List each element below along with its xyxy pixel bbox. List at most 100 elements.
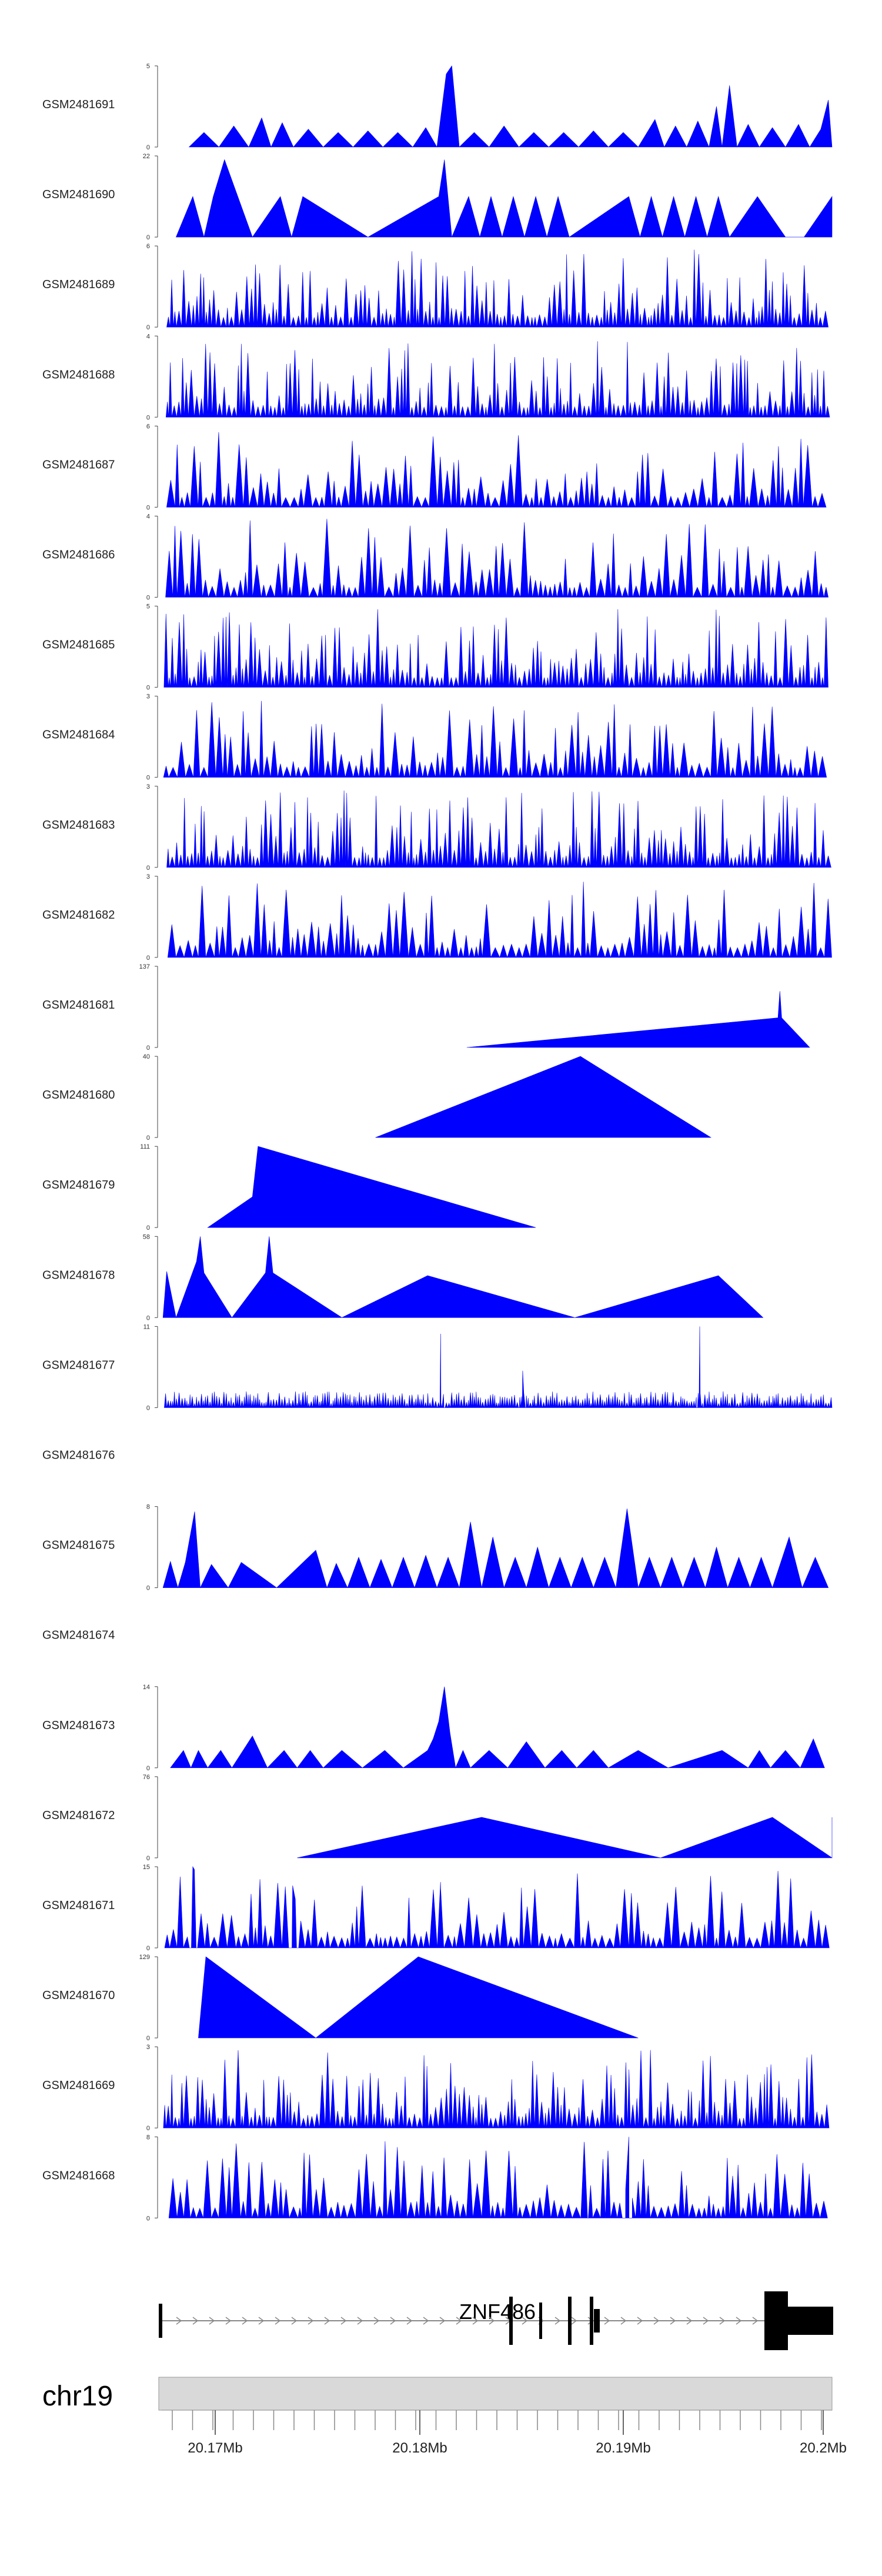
strand-arrow xyxy=(439,2317,446,2325)
strand-arrow xyxy=(637,2317,643,2325)
track-label: GSM2481672 xyxy=(42,1809,115,1822)
strand-arrow xyxy=(225,2317,232,2325)
coverage-area xyxy=(466,991,810,1048)
strand-arrow xyxy=(522,2317,528,2325)
exon xyxy=(590,2297,593,2345)
y-tick-label-bottom: 0 xyxy=(146,685,150,692)
y-tick-label-bottom: 0 xyxy=(146,234,150,241)
exon xyxy=(509,2297,513,2345)
coverage-area xyxy=(166,249,828,328)
tracks: GSM248169150GSM2481690220GSM248168960GSM… xyxy=(42,63,833,2222)
track-GSM2481677: GSM2481677 11 0 xyxy=(42,1323,833,1412)
coverage-area xyxy=(175,159,833,238)
track-GSM2481690: GSM2481690 22 0 xyxy=(42,153,833,241)
coverage-area xyxy=(163,700,827,778)
exon xyxy=(594,2309,600,2333)
exon xyxy=(159,2304,162,2338)
coverage-area xyxy=(297,1817,833,1858)
track-label: GSM2481670 xyxy=(42,1989,115,2002)
y-tick-label-bottom: 0 xyxy=(146,1224,150,1232)
coverage-area xyxy=(375,1056,712,1138)
strand-arrow xyxy=(340,2317,347,2325)
y-tick-label-bottom: 0 xyxy=(146,1855,150,1862)
track-GSM2481681: GSM2481681 137 0 xyxy=(42,963,810,1052)
strand-arrow xyxy=(423,2317,429,2325)
coverage-area xyxy=(165,341,830,418)
track-GSM2481672: GSM2481672 76 0 xyxy=(42,1774,833,1862)
strand-arrow xyxy=(308,2317,314,2325)
y-tick-label-top: 3 xyxy=(146,873,150,880)
coverage-area xyxy=(163,609,828,688)
y-tick-label-top: 40 xyxy=(143,1053,150,1060)
track-label: GSM2481683 xyxy=(42,819,115,832)
track-label: GSM2481688 xyxy=(42,368,115,381)
y-tick-label-top: 3 xyxy=(146,2044,150,2051)
strand-arrow xyxy=(653,2317,660,2325)
strand-arrow xyxy=(554,2317,561,2325)
strand-arrow xyxy=(242,2317,248,2325)
coverage-area xyxy=(165,519,828,598)
strand-arrow xyxy=(472,2317,479,2325)
utr-exon xyxy=(788,2307,833,2335)
track-GSM2481683: GSM2481683 3 0 xyxy=(42,783,831,872)
chromosome-bar xyxy=(158,2377,833,2411)
track-label: GSM2481668 xyxy=(42,2169,115,2182)
y-tick-label-bottom: 0 xyxy=(146,1045,150,1052)
y-tick-label-top: 129 xyxy=(139,1954,150,1961)
y-tick-label-top: 3 xyxy=(146,783,150,790)
strand-arrow xyxy=(192,2317,199,2325)
y-tick-label-bottom: 0 xyxy=(146,2215,150,2222)
genomic-axis: 20.17Mb 20.18Mb 20.19Mb 20.2Mb xyxy=(161,2410,847,2456)
coverage-area xyxy=(167,882,832,959)
strand-arrow xyxy=(489,2317,495,2325)
track-GSM2481687: GSM2481687 6 0 xyxy=(42,423,827,511)
strand-arrow xyxy=(571,2317,577,2325)
track-GSM2481689: GSM2481689 6 0 xyxy=(42,243,828,331)
strand-arrow xyxy=(752,2317,759,2325)
strand-arrow xyxy=(275,2317,281,2325)
strand-arrow xyxy=(209,2317,215,2325)
strand-arrow xyxy=(686,2317,693,2325)
track-label: GSM2481685 xyxy=(42,639,115,652)
strand-arrow xyxy=(670,2317,676,2325)
track-label: GSM2481690 xyxy=(42,188,115,201)
track-GSM2481688: GSM2481688 4 0 xyxy=(42,333,830,421)
track-label: GSM2481671 xyxy=(42,1899,115,1912)
track-label: GSM2481673 xyxy=(42,1719,115,1732)
track-GSM2481675: GSM2481675 8 0 xyxy=(42,1504,829,1592)
y-tick-label-top: 4 xyxy=(146,513,150,520)
track-label: GSM2481682 xyxy=(42,909,115,922)
strand-arrow xyxy=(620,2317,627,2325)
gene-model xyxy=(159,2291,833,2350)
track-label: GSM2481689 xyxy=(42,278,115,291)
track-label: GSM2481669 xyxy=(42,2079,115,2092)
strand-arrow xyxy=(390,2317,396,2325)
y-tick-label-top: 5 xyxy=(146,63,150,70)
coverage-area xyxy=(166,432,827,508)
track-GSM2481671: GSM2481671 15 0 xyxy=(42,1864,830,1952)
y-tick-label-top: 11 xyxy=(143,1323,150,1330)
track-GSM2481668: GSM2481668 8 0 xyxy=(42,2134,828,2222)
track-label: GSM2481674 xyxy=(42,1629,115,1642)
coverage-area xyxy=(162,1508,829,1589)
y-tick-label-top: 22 xyxy=(143,153,150,160)
strand-arrow xyxy=(736,2317,742,2325)
y-tick-label-bottom: 0 xyxy=(146,1765,150,1772)
y-tick-label-bottom: 0 xyxy=(146,955,150,962)
axis-tick-label: 20.19Mb xyxy=(596,2440,650,2456)
strand-arrow xyxy=(604,2317,610,2325)
y-tick-label-bottom: 0 xyxy=(146,144,150,151)
y-tick-label-top: 14 xyxy=(143,1684,150,1691)
y-tick-label-bottom: 0 xyxy=(146,414,150,421)
strand-arrow xyxy=(406,2317,413,2325)
y-tick-label-bottom: 0 xyxy=(146,1585,150,1592)
y-tick-label-bottom: 0 xyxy=(146,504,150,511)
gene-track: ZNF486 xyxy=(159,2291,833,2350)
y-tick-label-bottom: 0 xyxy=(146,2125,150,2132)
track-label: GSM2481681 xyxy=(42,999,115,1012)
strand-arrow xyxy=(258,2317,265,2325)
track-GSM2481680: GSM2481680 40 0 xyxy=(42,1053,712,1142)
coverage-area xyxy=(164,1866,830,1949)
y-tick-label-bottom: 0 xyxy=(146,775,150,782)
